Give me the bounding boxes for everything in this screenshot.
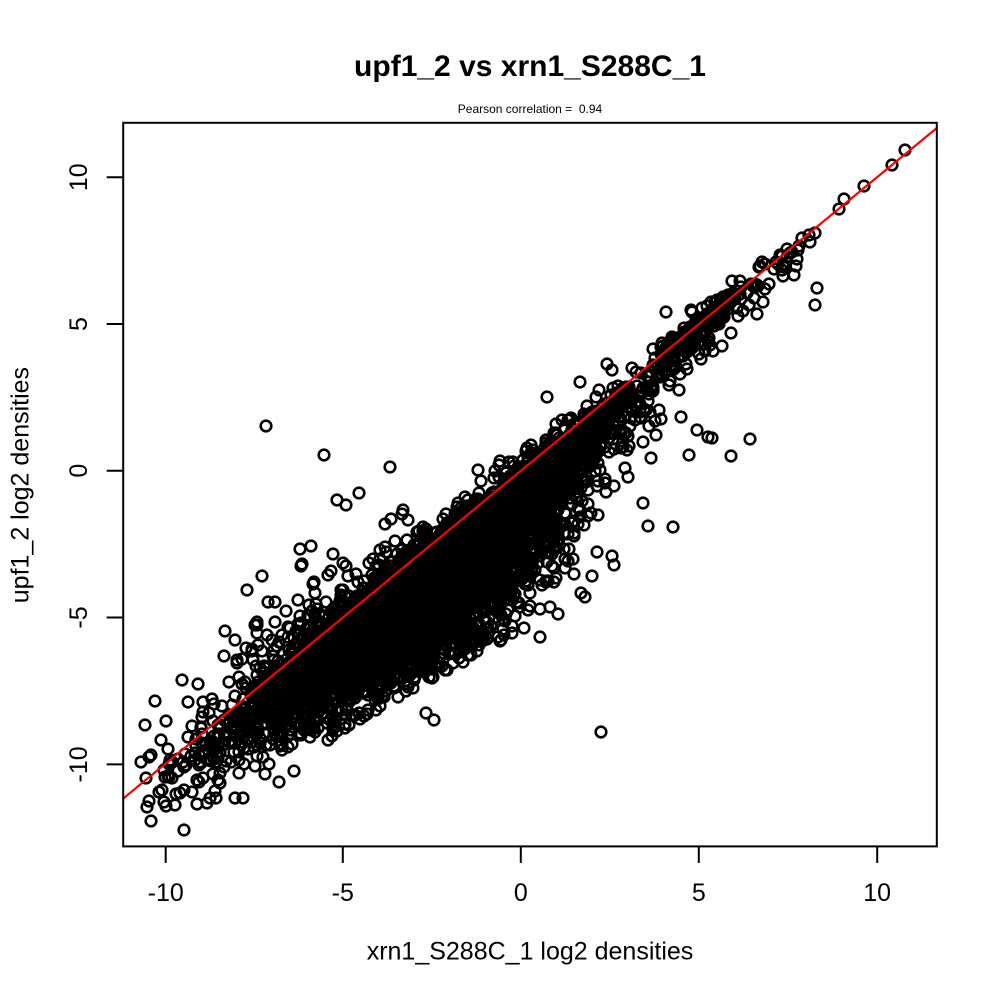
svg-text:upf1_2 vs xrn1_S288C_1: upf1_2 vs xrn1_S288C_1	[354, 50, 706, 83]
svg-text:Pearson correlation = 0.94: Pearson correlation = 0.94	[458, 102, 603, 116]
